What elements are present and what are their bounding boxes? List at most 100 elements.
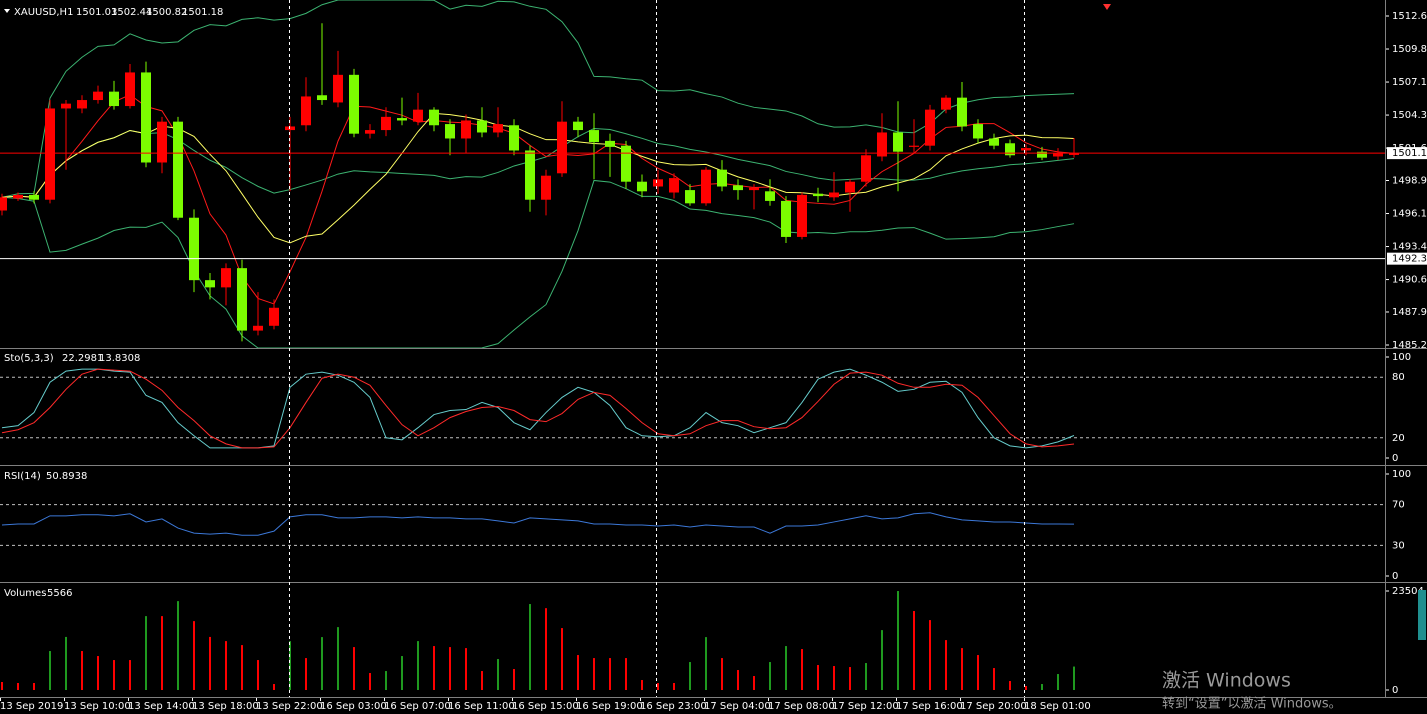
time-label: 16 Sep 19:00: [576, 701, 643, 712]
volume-tick-label: 23504: [1392, 586, 1424, 597]
candle-body: [253, 325, 263, 331]
candle-body: [669, 178, 679, 193]
shift-marker: [1103, 4, 1111, 10]
candle-body: [829, 192, 839, 198]
candle-body: [125, 72, 135, 107]
time-label: 16 Sep 03:00: [320, 701, 387, 712]
volume-tick-label: 0: [1392, 685, 1398, 696]
stoch-line: [1, 368, 1075, 449]
candle-body: [717, 169, 727, 187]
candle-body: [573, 121, 583, 131]
ohlc-low: 1500.82: [146, 7, 187, 18]
candle-body: [173, 121, 183, 218]
candle-body: [13, 194, 23, 199]
candle-body: [701, 169, 711, 204]
rsi-value: 50.8938: [46, 471, 87, 482]
price-tick-label: 1504.35: [1392, 110, 1427, 121]
candle-body: [29, 194, 39, 200]
rsi-tick-label: 30: [1392, 540, 1405, 551]
candle-body: [397, 118, 407, 121]
bid-label-box: [1387, 147, 1427, 160]
level-label: 1492.39: [1392, 254, 1427, 265]
ohlc-high: 1502.44: [111, 7, 152, 18]
candle-body: [877, 132, 887, 157]
candle-body: [477, 120, 487, 133]
candle-body: [221, 268, 231, 288]
candle-body: [381, 116, 391, 131]
candle-body: [1053, 152, 1063, 157]
bollinger-lower: [1, 179, 1075, 349]
candle-body: [621, 145, 631, 182]
stoch-label: Sto(5,3,3): [4, 353, 54, 364]
candle-body: [765, 191, 775, 201]
candle-body: [205, 280, 215, 288]
candle-body: [637, 181, 647, 192]
price-tick-label: 1507.10: [1392, 77, 1427, 88]
candle-body: [61, 103, 71, 109]
stoch-line: [1, 368, 1075, 449]
time-label: 17 Sep 16:00: [896, 701, 963, 712]
candle-body: [189, 217, 199, 281]
time-label: 16 Sep 11:00: [448, 701, 515, 712]
rsi-line: [1, 512, 1075, 536]
time-label: 13 Sep 18:00: [192, 701, 259, 712]
candle-body: [557, 121, 567, 174]
level-label-box: [1387, 252, 1427, 265]
candle-body: [989, 138, 999, 146]
candle-body: [973, 124, 983, 139]
price-tick-label: 1490.65: [1392, 275, 1427, 286]
time-label: 17 Sep 04:00: [704, 701, 771, 712]
candle-body: [909, 145, 919, 147]
candle-body: [141, 72, 151, 163]
candle-body: [925, 109, 935, 146]
volume-label: Volumes: [4, 588, 46, 599]
price-tick-label: 1493.40: [1392, 242, 1427, 253]
candle-body: [941, 97, 951, 110]
time-label: 17 Sep 20:00: [960, 701, 1027, 712]
menu-arrow: [4, 9, 10, 13]
time-label: 17 Sep 12:00: [832, 701, 899, 712]
candle-body: [797, 194, 807, 237]
candle-body: [589, 130, 599, 143]
candle-body: [93, 91, 103, 101]
candle-body: [0, 197, 7, 211]
stoch-d-value: 13.8308: [99, 353, 140, 364]
ohlc-open: 1501.03: [76, 7, 117, 18]
volume-value: 5566: [47, 588, 72, 599]
price-tick-label: 1496.15: [1392, 209, 1427, 220]
time-label: 13 Sep 10:00: [64, 701, 131, 712]
candle-body: [605, 140, 615, 147]
candle-body: [957, 97, 967, 127]
candle-body: [445, 124, 455, 139]
symbol: XAUUSD,H1: [14, 7, 73, 18]
price-tick-label: 1487.95: [1392, 307, 1427, 318]
candle-body: [365, 130, 375, 134]
candle-body: [413, 109, 423, 122]
watermark-subtitle: 转到“设置”以激活 Windows。: [1162, 697, 1342, 712]
candle-body: [77, 100, 87, 109]
candle-body: [525, 150, 535, 200]
candle-body: [269, 307, 279, 326]
candle-body: [461, 120, 471, 139]
time-label: 13 Sep 2019: [0, 701, 63, 712]
candle-body: [653, 179, 663, 187]
candle-body: [509, 125, 519, 151]
stoch-tick-label: 100: [1392, 352, 1411, 363]
candle-body: [749, 187, 759, 191]
candle-body: [157, 121, 167, 163]
scroll-handle: [1418, 590, 1426, 640]
candle-body: [1005, 143, 1015, 156]
candle-body: [781, 200, 791, 237]
stoch-k-value: 22.2981: [62, 353, 103, 364]
bollinger-upper: [1, 0, 1075, 198]
price-tick-label: 1498.90: [1392, 176, 1427, 187]
candle-body: [845, 181, 855, 193]
stoch-tick-label: 20: [1392, 433, 1405, 444]
stoch-tick-label: 80: [1392, 372, 1405, 383]
candle-body: [893, 132, 903, 152]
time-label: 18 Sep 01:00: [1024, 701, 1091, 712]
candle-body: [429, 109, 439, 126]
